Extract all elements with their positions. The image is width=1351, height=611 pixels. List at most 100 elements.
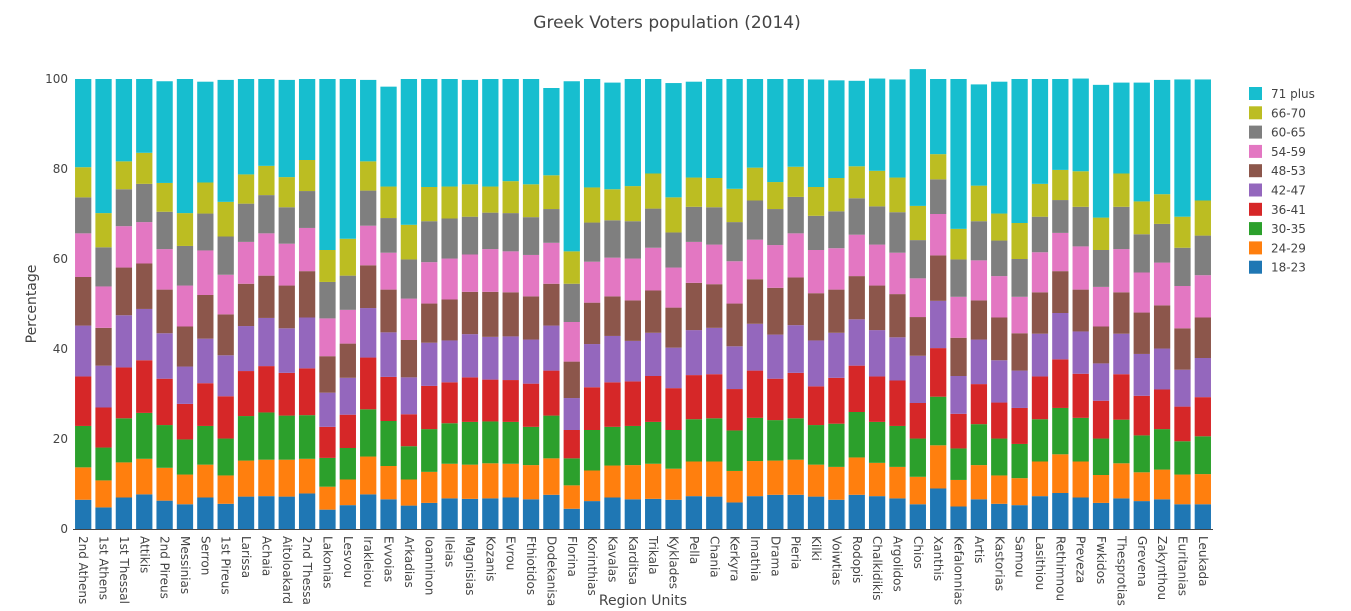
bar-segment[interactable] xyxy=(787,166,804,197)
bar-segment[interactable] xyxy=(1072,171,1089,207)
bar-segment[interactable] xyxy=(909,278,926,318)
bar-segment[interactable] xyxy=(543,88,560,176)
bar-segment[interactable] xyxy=(380,499,397,529)
bar-segment[interactable] xyxy=(278,285,295,329)
bar-segment[interactable] xyxy=(868,170,886,207)
bar-segment[interactable] xyxy=(807,425,825,465)
bar-segment[interactable] xyxy=(889,466,906,499)
bar-segment[interactable] xyxy=(645,208,662,248)
bar-segment[interactable] xyxy=(400,224,418,260)
bar-segment[interactable] xyxy=(726,222,743,262)
bar-segment[interactable] xyxy=(583,344,601,388)
bar-segment[interactable] xyxy=(360,265,377,309)
bar-segment[interactable] xyxy=(787,277,804,326)
bar-segment[interactable] xyxy=(522,254,540,297)
bar-segment[interactable] xyxy=(319,392,336,427)
bar-segment[interactable] xyxy=(217,503,234,529)
bar-segment[interactable] xyxy=(95,507,112,529)
bar-segment[interactable] xyxy=(726,430,743,471)
bar-segment[interactable] xyxy=(1174,216,1191,248)
bar-segment[interactable] xyxy=(380,376,397,421)
bar-segment[interactable] xyxy=(197,81,214,183)
bar-segment[interactable] xyxy=(1031,79,1049,184)
bar-segment[interactable] xyxy=(1011,259,1028,297)
bar-segment[interactable] xyxy=(868,244,886,286)
bar-segment[interactable] xyxy=(970,84,988,186)
bar-segment[interactable] xyxy=(991,402,1008,439)
bar-segment[interactable] xyxy=(828,248,845,290)
bar-segment[interactable] xyxy=(176,79,194,214)
bar-segment[interactable] xyxy=(746,239,764,280)
bar-segment[interactable] xyxy=(502,213,519,252)
bar-segment[interactable] xyxy=(1011,505,1028,529)
bar-segment[interactable] xyxy=(1072,497,1089,530)
bar-segment[interactable] xyxy=(583,302,601,345)
bar-segment[interactable] xyxy=(1113,206,1130,250)
bar-segment[interactable] xyxy=(136,263,153,309)
bar-segment[interactable] xyxy=(95,286,112,328)
bar-segment[interactable] xyxy=(889,425,906,467)
bar-segment[interactable] xyxy=(950,79,967,229)
bar-segment[interactable] xyxy=(848,412,865,458)
bar-segment[interactable] xyxy=(136,458,153,495)
bar-segment[interactable] xyxy=(400,377,418,415)
bar-segment[interactable] xyxy=(360,456,377,495)
bar-segment[interactable] xyxy=(176,504,194,529)
bar-segment[interactable] xyxy=(95,79,112,214)
bar-segment[interactable] xyxy=(685,241,703,283)
bar-segment[interactable] xyxy=(176,439,194,475)
bar-segment[interactable] xyxy=(1031,183,1049,217)
bar-segment[interactable] xyxy=(258,412,275,460)
bar-segment[interactable] xyxy=(1031,292,1049,334)
bar-segment[interactable] xyxy=(1011,407,1028,444)
bar-segment[interactable] xyxy=(380,289,397,333)
bar-segment[interactable] xyxy=(278,243,295,286)
bar-segment[interactable] xyxy=(360,190,377,226)
bar-segment[interactable] xyxy=(237,283,255,327)
bar-segment[interactable] xyxy=(1052,271,1069,313)
bar-segment[interactable] xyxy=(1153,469,1171,500)
bar-segment[interactable] xyxy=(950,479,967,507)
bar-segment[interactable] xyxy=(360,161,377,191)
bar-segment[interactable] xyxy=(360,225,377,266)
bar-segment[interactable] xyxy=(115,367,133,419)
bar-segment[interactable] xyxy=(1174,247,1191,286)
bar-segment[interactable] xyxy=(889,252,906,295)
bar-segment[interactable] xyxy=(197,182,214,214)
bar-segment[interactable] xyxy=(136,222,153,264)
bar-segment[interactable] xyxy=(1133,82,1150,202)
bar-segment[interactable] xyxy=(889,294,906,338)
legend-item[interactable]: 48-53 xyxy=(1249,164,1306,178)
bar-segment[interactable] xyxy=(1052,79,1069,170)
bar-segment[interactable] xyxy=(75,167,92,198)
bar-segment[interactable] xyxy=(706,207,723,245)
bar-segment[interactable] xyxy=(319,486,336,510)
bar-segment[interactable] xyxy=(1194,504,1211,529)
bar-segment[interactable] xyxy=(1194,235,1211,276)
bar-segment[interactable] xyxy=(156,467,173,501)
bar-segment[interactable] xyxy=(645,247,662,291)
legend-item[interactable]: 18-23 xyxy=(1249,260,1306,275)
bar-segment[interactable] xyxy=(787,418,804,460)
bar-segment[interactable] xyxy=(1194,436,1211,475)
bar-segment[interactable] xyxy=(95,480,112,508)
bar-segment[interactable] xyxy=(604,497,621,530)
bar-segment[interactable] xyxy=(237,79,255,175)
bar-segment[interactable] xyxy=(950,228,967,260)
bar-segment[interactable] xyxy=(1052,407,1069,455)
bar-segment[interactable] xyxy=(645,498,662,529)
bar-segment[interactable] xyxy=(1174,504,1191,529)
bar-segment[interactable] xyxy=(665,430,682,469)
bar-segment[interactable] xyxy=(237,416,255,461)
bar-segment[interactable] xyxy=(95,247,112,287)
bar-segment[interactable] xyxy=(115,267,133,316)
bar-segment[interactable] xyxy=(1113,463,1130,499)
bar-segment[interactable] xyxy=(461,464,479,499)
bar-segment[interactable] xyxy=(604,220,621,258)
bar-segment[interactable] xyxy=(583,387,601,430)
bar-segment[interactable] xyxy=(421,221,438,263)
bar-segment[interactable] xyxy=(136,494,153,529)
bar-segment[interactable] xyxy=(685,496,703,529)
bar-segment[interactable] xyxy=(889,337,906,381)
bar-segment[interactable] xyxy=(400,340,418,378)
